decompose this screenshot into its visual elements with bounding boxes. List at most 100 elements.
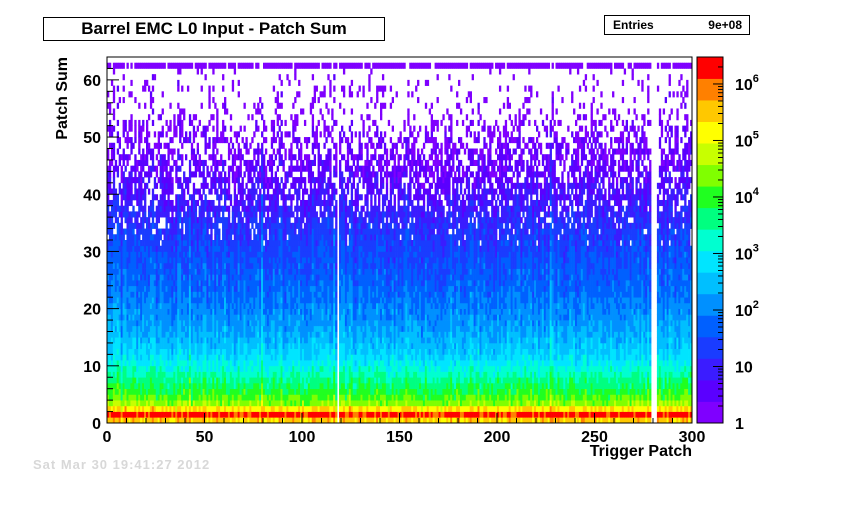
heatmap-cell	[146, 365, 149, 372]
heatmap-cell	[208, 222, 211, 229]
heatmap-cell	[192, 240, 196, 247]
heatmap-cell	[204, 217, 207, 224]
heatmap-cell	[153, 285, 157, 292]
heatmap-cell	[229, 137, 233, 144]
heatmap-cell	[165, 274, 168, 281]
heatmap-cell	[163, 182, 166, 189]
heatmap-cell	[220, 159, 223, 167]
heatmap-cell	[181, 308, 184, 315]
heatmap-cell	[284, 182, 287, 189]
heatmap-cell	[210, 365, 213, 372]
heatmap-cell	[290, 199, 293, 207]
heatmap-cell	[225, 268, 229, 275]
heatmap-cell	[132, 417, 135, 424]
heatmap-cell	[118, 365, 121, 372]
heatmap-cell	[183, 114, 186, 121]
heatmap-cell	[132, 377, 135, 384]
heatmap-cell	[179, 342, 182, 350]
heatmap-cell	[251, 222, 254, 229]
heatmap-cell	[159, 62, 162, 69]
heatmap-cell	[147, 142, 151, 149]
heatmap-cell	[188, 417, 192, 424]
heatmap-cell	[169, 365, 172, 372]
heatmap-cell	[210, 405, 213, 412]
heatmap-cell	[108, 119, 112, 126]
heatmap-cell	[179, 257, 182, 264]
heatmap-cell	[218, 62, 221, 69]
heatmap-cell	[225, 251, 229, 258]
heatmap-cell	[216, 348, 219, 355]
heatmap-cell	[202, 131, 205, 138]
heatmap-cell	[169, 354, 172, 361]
heatmap-cell	[190, 194, 194, 201]
heatmap-cell	[179, 217, 182, 224]
heatmap-cell	[257, 182, 260, 189]
heatmap-cell	[229, 308, 233, 315]
heatmap-cell	[159, 405, 162, 412]
heatmap-cell	[108, 377, 112, 384]
heatmap-cell	[212, 348, 215, 355]
heatmap-cell	[202, 377, 205, 384]
heatmap-cell	[181, 377, 184, 384]
heatmap-cell	[229, 297, 233, 304]
heatmap-cell	[224, 297, 227, 304]
heatmap-cell	[124, 314, 127, 321]
heatmap-cell	[190, 222, 194, 229]
heatmap-cell	[112, 302, 116, 309]
heatmap-cell	[183, 234, 186, 241]
heatmap-cell	[124, 228, 127, 235]
heatmap-cell	[146, 262, 149, 269]
heatmap-cell	[181, 331, 184, 338]
heatmap-cell	[181, 394, 184, 401]
heatmap-cell	[136, 297, 139, 304]
heatmap-cell	[124, 240, 127, 247]
heatmap-cell	[112, 382, 116, 390]
heatmap-cell	[140, 360, 143, 367]
heatmap-cell	[108, 411, 112, 418]
heatmap-cell	[107, 211, 110, 218]
heatmap-cell	[155, 62, 159, 69]
heatmap-cell	[136, 268, 139, 275]
heatmap-cell	[173, 125, 176, 132]
heatmap-cell	[155, 348, 159, 355]
heatmap-cell	[149, 325, 153, 332]
heatmap-cell	[151, 199, 155, 207]
heatmap-cell	[171, 382, 174, 390]
heatmap-cell	[224, 320, 227, 327]
heatmap-cell	[194, 388, 198, 395]
heatmap-cell	[116, 388, 120, 395]
heatmap-cell	[159, 194, 162, 201]
heatmap-cell	[227, 280, 231, 287]
heatmap-cell	[110, 377, 114, 384]
heatmap-cell	[206, 365, 209, 372]
heatmap-cell	[171, 251, 174, 258]
heatmap-cell	[235, 205, 238, 212]
heatmap-cell	[192, 302, 196, 309]
heatmap-cell	[231, 291, 235, 298]
heatmap-cell	[194, 211, 198, 218]
heatmap-cell	[196, 411, 199, 418]
heatmap-cell	[202, 394, 205, 401]
heatmap-cell	[231, 251, 235, 258]
heatmap-cell	[165, 182, 168, 189]
heatmap-cell	[153, 405, 157, 412]
heatmap-cell	[122, 308, 125, 315]
heatmap-cell	[196, 371, 199, 378]
heatmap-cell	[136, 274, 139, 281]
heatmap-cell	[114, 245, 118, 252]
heatmap-cell	[146, 251, 149, 258]
heatmap-cell	[124, 348, 127, 355]
heatmap-cell	[167, 348, 170, 355]
heatmap-cell	[218, 360, 221, 367]
heatmap-cell	[112, 257, 116, 264]
heatmap-cell	[144, 234, 147, 241]
heatmap-cell	[142, 165, 145, 172]
heatmap-cell	[165, 411, 168, 418]
heatmap-cell	[222, 360, 225, 367]
heatmap-cell	[224, 400, 227, 407]
heatmap-cell	[165, 257, 168, 264]
heatmap-cell	[214, 417, 217, 424]
heatmap-cell	[231, 217, 235, 224]
heatmap-cell	[192, 171, 196, 178]
heatmap-cell	[144, 240, 147, 247]
